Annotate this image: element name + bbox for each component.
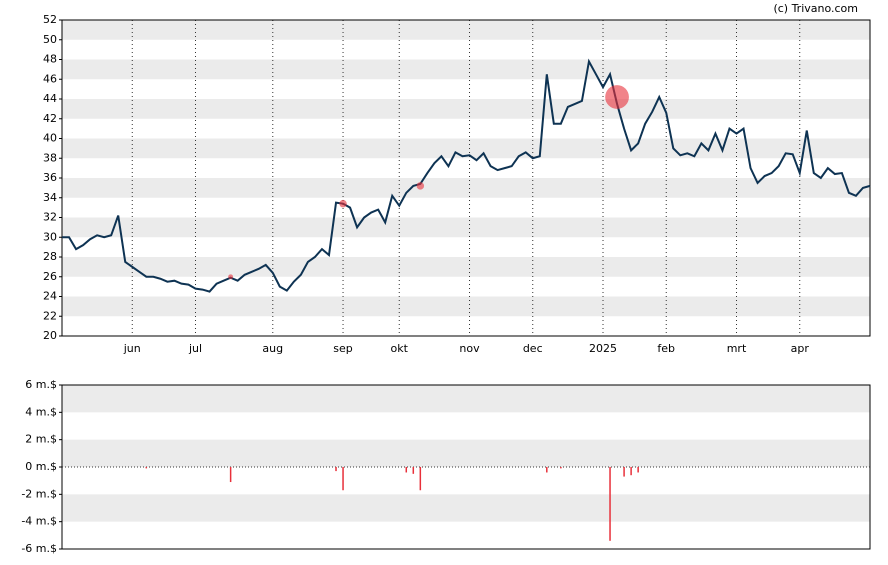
- grid-band: [62, 217, 870, 238]
- y-tick-label: -6 m.$: [21, 542, 57, 555]
- y-tick-label: 38: [43, 151, 57, 164]
- y-tick-label: -4 m.$: [21, 515, 57, 528]
- bar: [342, 467, 344, 491]
- x-tick-label: dec: [523, 342, 543, 355]
- y-tick-label: 2 m.$: [25, 433, 57, 446]
- x-tick-label: okt: [391, 342, 409, 355]
- bar: [335, 467, 337, 472]
- x-tick-label: aug: [262, 342, 283, 355]
- trade-marker: [416, 182, 425, 190]
- bar: [637, 467, 639, 473]
- grid-band: [62, 296, 870, 317]
- bar: [546, 467, 548, 473]
- y-tick-label: 20: [43, 329, 57, 342]
- grid-band: [62, 138, 870, 159]
- grid-band: [62, 439, 870, 467]
- y-tick-label: 32: [43, 211, 57, 224]
- y-tick-label: 46: [43, 72, 57, 85]
- y-tick-label: 40: [43, 132, 57, 145]
- bar: [630, 467, 632, 476]
- y-tick-label: 28: [43, 250, 57, 263]
- y-tick-label: 50: [43, 33, 57, 46]
- y-tick-label: 26: [43, 270, 57, 283]
- x-tick-label: jun: [123, 342, 141, 355]
- y-tick-label: 34: [43, 191, 57, 204]
- bar: [560, 467, 562, 469]
- x-tick-label: sep: [333, 342, 352, 355]
- y-tick-label: -2 m.$: [21, 487, 57, 500]
- x-tick-label: 2025: [589, 342, 617, 355]
- grid-band: [62, 59, 870, 80]
- bar: [609, 467, 611, 541]
- grid-band: [62, 20, 870, 40]
- grid-band: [62, 385, 870, 413]
- x-tick-label: jul: [188, 342, 202, 355]
- grid-band: [62, 178, 870, 198]
- x-tick-label: mrt: [727, 342, 747, 355]
- watermark: (c) Trivano.com: [773, 2, 858, 15]
- y-tick-label: 30: [43, 230, 57, 243]
- bar: [229, 467, 232, 483]
- x-tick-label: nov: [459, 342, 480, 355]
- bar: [623, 467, 625, 477]
- plot-frame: [61, 19, 871, 337]
- y-tick-label: 0 m.$: [25, 460, 57, 473]
- grid-band: [62, 99, 870, 119]
- bar: [145, 467, 148, 469]
- y-tick-label: 44: [43, 92, 57, 105]
- price-line: [62, 58, 871, 293]
- y-tick-label: 52: [43, 13, 57, 26]
- bar: [419, 467, 422, 491]
- y-tick-label: 6 m.$: [25, 378, 57, 391]
- grid-band: [62, 257, 870, 277]
- trade-marker: [605, 85, 629, 109]
- y-tick-label: 24: [43, 290, 57, 303]
- grid-band: [62, 494, 870, 522]
- bar: [412, 467, 415, 474]
- y-tick-label: 36: [43, 171, 57, 184]
- y-tick-label: 4 m.$: [25, 405, 57, 418]
- y-tick-label: 48: [43, 53, 57, 66]
- y-tick-label: 42: [43, 112, 57, 125]
- x-tick-label: feb: [657, 342, 675, 355]
- trade-marker: [339, 199, 347, 208]
- x-tick-label: apr: [791, 342, 810, 355]
- y-tick-label: 22: [43, 309, 57, 322]
- bar: [405, 467, 408, 473]
- trade-marker: [228, 274, 234, 280]
